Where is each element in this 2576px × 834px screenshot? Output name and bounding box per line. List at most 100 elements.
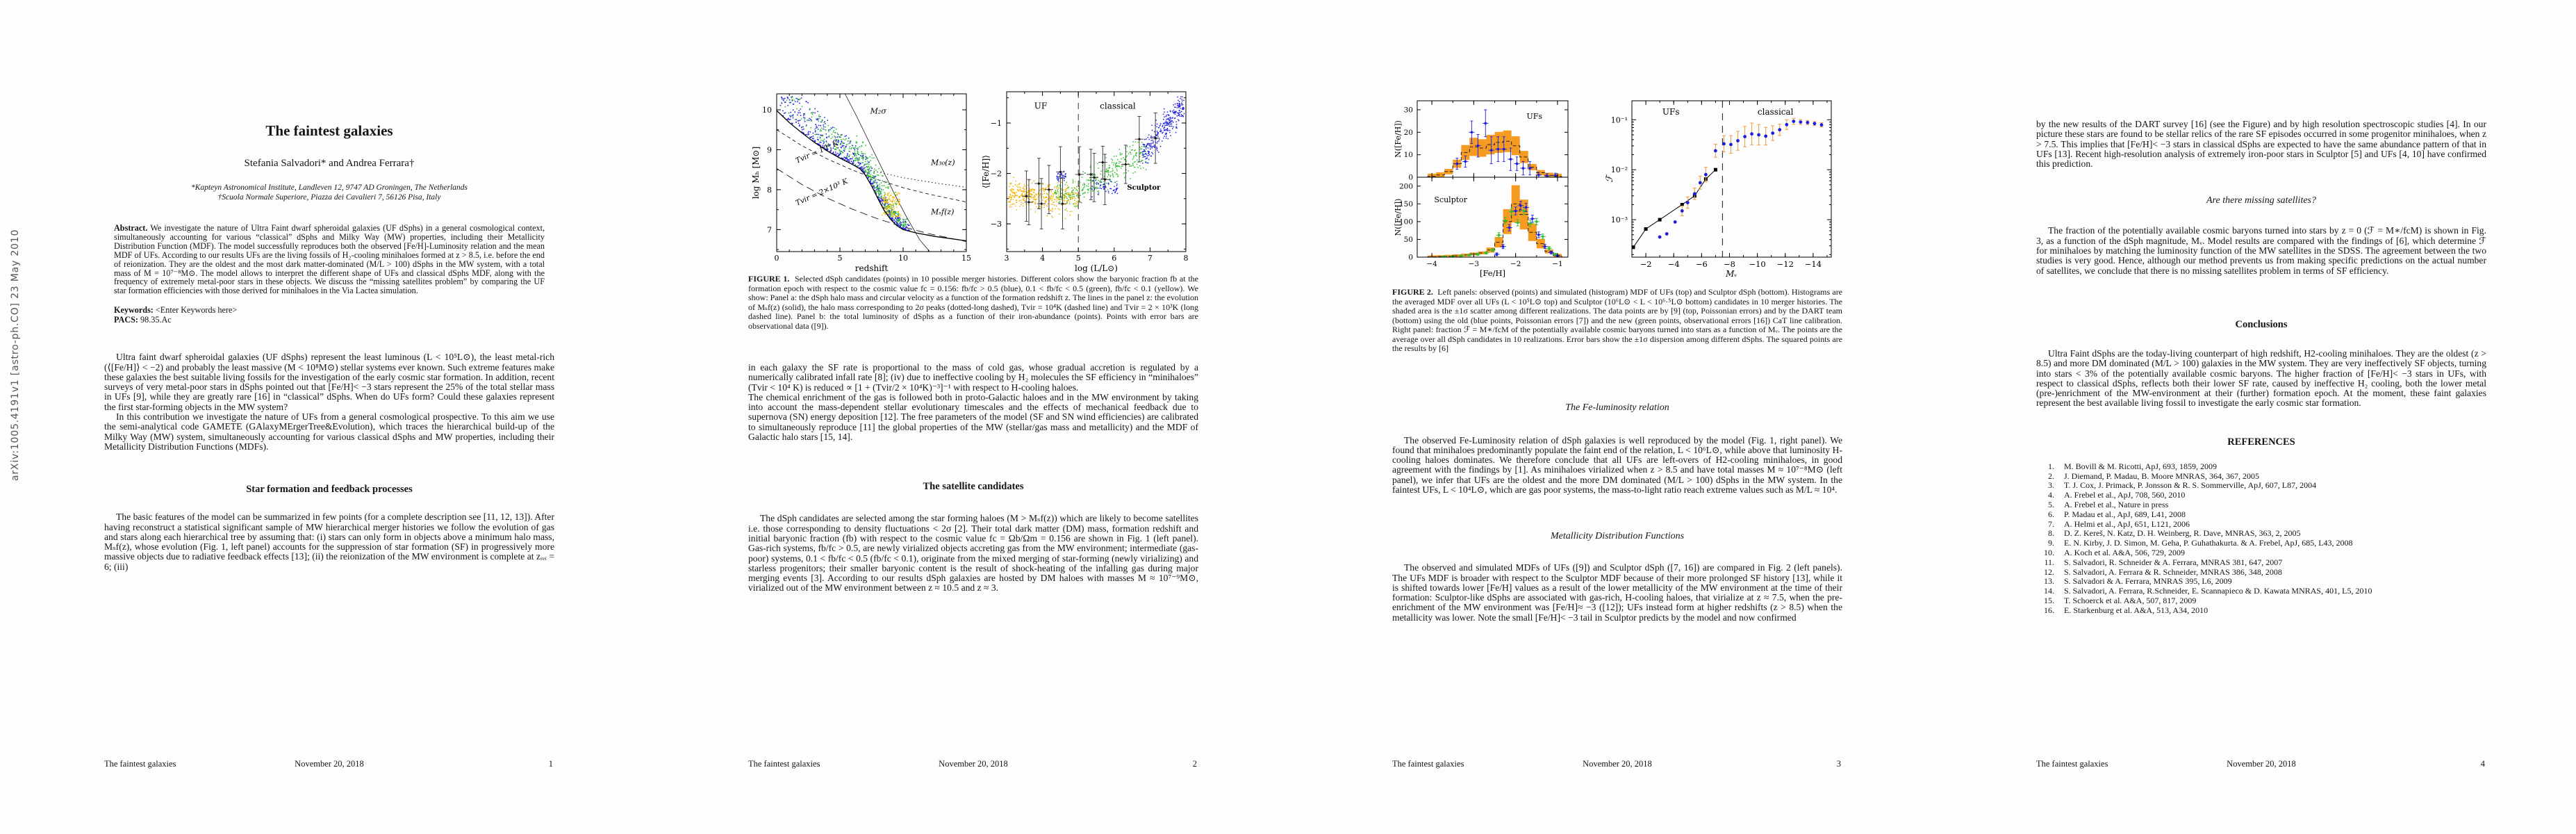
svg-text:8: 8 [767, 186, 772, 195]
paragraph: The dSph candidates are selected among t… [748, 513, 1198, 594]
figure-1: 0 5 10 15 7 8 9 10 redshift log Mₕ [M⊙] M₂σ M₃₀(z) M… [751, 91, 1189, 273]
affiliation-2: †Scuola Normale Superiore, Piazza dei Ca… [217, 193, 441, 202]
paragraph: The chemical enrichment of the gas is fo… [748, 391, 1198, 443]
svg-text:Sculptor: Sculptor [1127, 184, 1161, 192]
reference-number: 4. [2048, 490, 2054, 500]
figure-2-caption-text: Left panels: observed (points) and simul… [1392, 287, 1843, 353]
keywords-label: Keywords: [114, 305, 154, 316]
abstract-label: Abstract. [114, 223, 148, 233]
svg-text:5: 5 [838, 254, 843, 263]
reference-item: 5. A. Frebel et al., Nature in press [2036, 500, 2486, 510]
paragraph: In this contribution we investigate the … [104, 411, 554, 452]
paragraph: Ultra faint dwarf spheroidal galaxies (U… [104, 352, 554, 412]
paper-title: The faintest galaxies [265, 122, 393, 139]
paragraph: The basic features of the model can be s… [104, 512, 554, 572]
svg-text:−3: −3 [991, 220, 1002, 229]
svg-text:−2: −2 [1640, 259, 1652, 269]
pacs-label: PACS: [114, 315, 138, 325]
reference-number: 13. [2044, 576, 2054, 587]
svg-text:150: 150 [1399, 200, 1413, 208]
reference-text: T. J. Cox, J. Primack, P. Jonsson & R. S… [2064, 480, 2317, 491]
svg-text:7: 7 [1148, 254, 1153, 263]
reference-item: 15. T. Schoerck et al. A&A, 507, 817, 200… [2036, 596, 2486, 606]
footer-date: November 20, 2018 [939, 759, 1008, 769]
reference-item: 16. E. Starkenburg et al. A&A, 513, A34, … [2036, 605, 2486, 616]
reference-item: 10. A. Koch et al. A&A, 506, 729, 2009 [2036, 548, 2486, 558]
figure-2-caption-label: FIGURE 2. [1392, 287, 1433, 297]
reference-number: 5. [2048, 499, 2054, 509]
paragraph: The observed and simulated MDFs of UFs (… [1392, 562, 1842, 623]
subsection-heading-missing-satellites: Are there missing satellites? [2206, 195, 2316, 206]
reference-item: 8. D. Z. Kereš, N. Katz, D. H. Weinberg, … [2036, 529, 2486, 539]
footer-date: November 20, 2018 [295, 759, 364, 769]
footer-title: The faintest galaxies [104, 759, 176, 769]
subsection-heading-fe-luminosity: The Fe-luminosity relation [1565, 402, 1669, 413]
pacs-line: PACS: 98.35.Ac [114, 315, 545, 325]
paragraph: in each galaxy the SF rate is proportion… [748, 362, 1198, 393]
reference-number: 10. [2044, 547, 2054, 557]
svg-text:−6: −6 [1696, 259, 1708, 269]
svg-text:Sculptor: Sculptor [1434, 195, 1467, 204]
svg-text:UF: UF [1034, 101, 1047, 111]
svg-text:N([Fe/H]): N([Fe/H]) [1394, 199, 1403, 236]
svg-text:classical: classical [1758, 107, 1794, 117]
svg-text:0: 0 [1408, 254, 1413, 262]
svg-text:5: 5 [1076, 254, 1081, 263]
reference-number: 3. [2048, 480, 2054, 491]
svg-text:[Fe/H]: [Fe/H] [1480, 268, 1505, 278]
svg-text:10⁻¹: 10⁻¹ [1611, 115, 1628, 124]
reference-text: A. Frebel et al., ApJ, 708, 560, 2010 [2064, 490, 2186, 500]
svg-text:0: 0 [1408, 174, 1413, 182]
figure-2-caption: FIGURE 2. Left panels: observed (points)… [1392, 287, 1843, 354]
svg-text:10⁻²: 10⁻² [1611, 165, 1628, 174]
reference-number: 2. [2048, 471, 2054, 481]
keywords-value: <Enter Keywords here> [155, 305, 238, 316]
reference-text: D. Z. Kereš, N. Katz, D. H. Weinberg, R.… [2064, 528, 2301, 539]
footer-title: The faintest galaxies [1392, 759, 1464, 769]
reference-number: 8. [2048, 528, 2054, 539]
reference-number: 11. [2044, 557, 2054, 567]
svg-text:100: 100 [1399, 218, 1413, 226]
svg-text:9: 9 [767, 145, 772, 154]
reference-item: 13. S. Salvadori & A. Ferrara, MNRAS 395,… [2036, 577, 2486, 587]
reference-item: 6. P. Madau et al., ApJ, 689, L41, 2008 [2036, 509, 2486, 520]
authors-line: Stefania Salvadori* and Andrea Ferrara† [244, 158, 415, 169]
svg-text:classical: classical [1100, 101, 1136, 111]
reference-item: 11. S. Salvadori, R. Schneider & A. Ferra… [2036, 557, 2486, 568]
svg-text:6: 6 [1112, 254, 1116, 263]
svg-text:UFs: UFs [1526, 112, 1542, 121]
svg-text:50: 50 [1404, 236, 1413, 244]
paragraph: Ultra Faint dSphs are the today-living c… [2036, 348, 2486, 409]
paragraph: The fraction of the potentially availabl… [2036, 225, 2486, 276]
footer-page-number: 2 [1192, 759, 1197, 769]
svg-text:10: 10 [898, 254, 908, 263]
svg-text:3: 3 [1005, 254, 1009, 263]
svg-text:−1: −1 [1552, 260, 1562, 268]
section-heading-star-formation: Star formation and feedback processes [246, 484, 413, 496]
svg-text:−3: −3 [1469, 260, 1479, 268]
svg-text:8: 8 [1184, 254, 1189, 263]
keywords-line: Keywords: <Enter Keywords here> [114, 305, 545, 315]
svg-text:log (L/L⊙): log (L/L⊙) [1075, 263, 1118, 273]
reference-item: 1. M. Bovill & M. Ricotti, ApJ, 693, 1859… [2036, 461, 2486, 472]
footer-title: The faintest galaxies [748, 759, 820, 769]
arxiv-stamp: arXiv:1005.4191v1 [astro-ph.CO] 23 May 2… [10, 229, 21, 481]
svg-text:Mᵥ: Mᵥ [1725, 269, 1737, 279]
reference-number: 1. [2048, 461, 2054, 471]
pacs-value: 98.35.Ac [140, 315, 172, 325]
reference-text: A. Frebel et al., Nature in press [2064, 499, 2169, 509]
svg-text:7: 7 [767, 225, 772, 234]
svg-text:15: 15 [961, 254, 971, 263]
svg-text:10: 10 [762, 106, 772, 115]
reference-number: 14. [2044, 586, 2054, 596]
reference-text: S. Salvadori, R. Schneider & A. Ferrara,… [2064, 557, 2283, 567]
svg-text:−1: −1 [991, 119, 1002, 128]
footer-date: November 20, 2018 [2227, 759, 2296, 769]
svg-text:redshift: redshift [855, 263, 889, 273]
page-2: 0 5 10 15 7 8 9 10 redshift log Mₕ [M⊙] M₂σ M₃₀(z) M… [748, 0, 1198, 834]
svg-text:M₂σ: M₂σ [870, 107, 887, 116]
svg-text:30: 30 [1404, 106, 1413, 114]
reference-text: S. Salvadori, A. Ferrara, R.Schneider, E… [2064, 586, 2372, 596]
page-1: The faintest galaxies Stefania Salvadori… [104, 0, 554, 834]
footer-page-number: 1 [548, 759, 553, 769]
